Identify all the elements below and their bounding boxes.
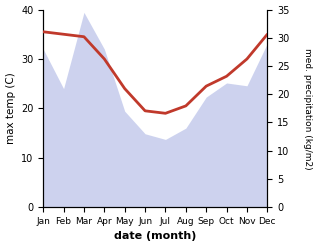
X-axis label: date (month): date (month) — [114, 231, 197, 242]
Y-axis label: med. precipitation (kg/m2): med. precipitation (kg/m2) — [303, 48, 313, 169]
Y-axis label: max temp (C): max temp (C) — [5, 72, 16, 144]
